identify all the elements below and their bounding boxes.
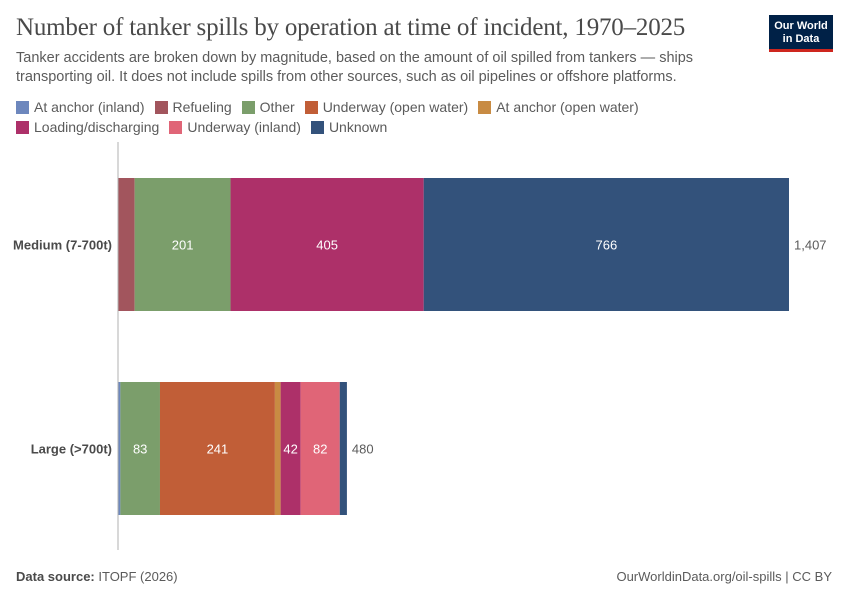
legend-label: At anchor (open water): [496, 99, 639, 115]
bar-segment[interactable]: [423, 178, 789, 311]
legend-item[interactable]: Other: [241, 98, 295, 116]
bar-value-label: 241: [207, 442, 229, 457]
bar-segment[interactable]: [280, 382, 301, 515]
footer-url-link[interactable]: OurWorldinData.org/oil-spills | CC BY: [616, 569, 832, 584]
legend-swatch: [478, 100, 492, 114]
bar-value-label: 766: [595, 238, 617, 253]
legend-label: Refueling: [172, 99, 232, 115]
legend-swatch: [304, 100, 318, 114]
bar-segment[interactable]: [274, 382, 281, 515]
legend-label: At anchor (inland): [34, 99, 145, 115]
bar-value-label: 42: [283, 442, 297, 457]
legend-item[interactable]: At anchor (inland): [16, 98, 145, 116]
chart-subtitle: Tanker accidents are broken down by magn…: [16, 50, 694, 85]
chart-legend: At anchor (inland) Refueling Other Underway…: [16, 98, 736, 136]
bar-value-label: 201: [172, 238, 194, 253]
owid-logo[interactable]: Our World in Data: [769, 15, 833, 52]
legend-item[interactable]: Underway (open water): [304, 98, 469, 116]
legend-label: Other: [259, 99, 295, 115]
legend-label: Loading/discharging: [34, 119, 160, 135]
legend-swatch: [169, 120, 183, 134]
legend-item[interactable]: Underway (inland): [169, 118, 301, 136]
logo-line-2: in Data: [782, 33, 820, 45]
bar-segment[interactable]: [118, 178, 135, 311]
bar-segment[interactable]: [134, 178, 231, 311]
legend-item[interactable]: Unknown: [310, 118, 388, 136]
legend-swatch: [241, 100, 255, 114]
category-label: Medium (7-700t): [13, 238, 112, 253]
legend-swatch: [16, 100, 29, 114]
bar-segment[interactable]: [230, 178, 424, 311]
bar-total-label: 1,407: [794, 238, 827, 253]
legend-label: Unknown: [328, 119, 388, 135]
legend-swatch: [16, 120, 29, 134]
bar-segment[interactable]: [120, 382, 160, 515]
legend-item[interactable]: Refueling: [154, 98, 232, 116]
bar-segment[interactable]: [300, 382, 340, 515]
logo-line-1: Our World: [774, 20, 828, 32]
chart-title: Number of tanker spills by operation at …: [16, 14, 686, 41]
legend-item[interactable]: At anchor (open water): [478, 98, 639, 116]
bar-value-label: 83: [133, 442, 147, 457]
category-label: Large (>700t): [31, 442, 112, 457]
legend-swatch: [154, 100, 168, 114]
bar-segment[interactable]: [118, 382, 121, 515]
data-source-label: Data source:: [16, 569, 95, 584]
data-source: Data source: ITOPF (2026): [16, 569, 178, 584]
bar-value-label: 405: [316, 238, 338, 253]
bar-segment[interactable]: [159, 382, 275, 515]
legend-label: Underway (inland): [187, 119, 301, 135]
legend-swatch: [310, 120, 324, 134]
legend-item[interactable]: Loading/discharging: [16, 118, 159, 136]
legend-label: Underway (open water): [322, 99, 469, 115]
bar-segment[interactable]: [339, 382, 347, 515]
bar-value-label: 82: [313, 442, 327, 457]
data-source-value: ITOPF (2026): [98, 569, 178, 584]
bar-total-label: 480: [352, 442, 374, 457]
